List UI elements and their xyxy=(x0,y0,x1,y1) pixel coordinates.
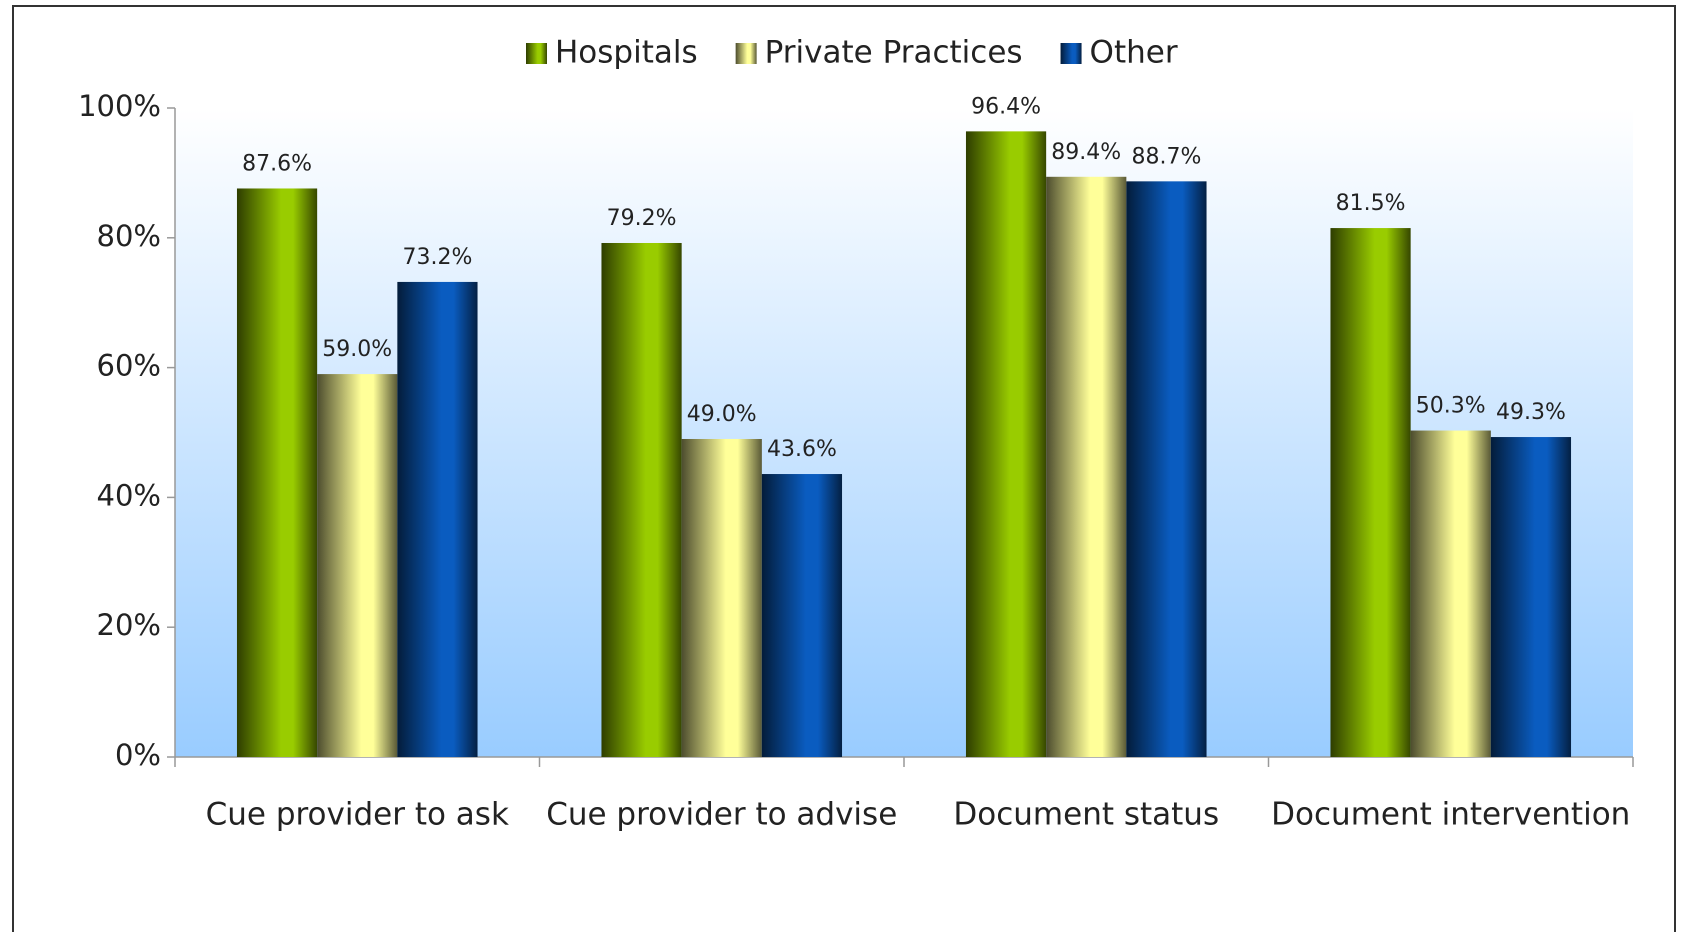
data-label: 96.4% xyxy=(971,94,1041,119)
data-label: 73.2% xyxy=(402,245,472,270)
y-tick-label: 0% xyxy=(115,738,161,772)
data-label: 50.3% xyxy=(1416,394,1486,419)
y-tick-label: 60% xyxy=(97,349,161,383)
y-tick-label: 80% xyxy=(97,219,161,253)
data-label: 79.2% xyxy=(607,206,677,231)
bar xyxy=(1490,437,1572,757)
legend-label: Private Practices xyxy=(765,35,1023,71)
bar xyxy=(761,474,843,757)
bar xyxy=(601,242,682,757)
legend-label: Other xyxy=(1090,35,1178,71)
data-label: 81.5% xyxy=(1336,191,1406,216)
bar xyxy=(1330,228,1411,757)
data-label: 89.4% xyxy=(1051,140,1121,165)
x-tick-label: Cue provider to ask xyxy=(206,797,509,833)
y-tick-label: 100% xyxy=(78,89,161,123)
y-tick-label: 20% xyxy=(97,608,161,642)
x-tick-label: Document intervention xyxy=(1271,797,1630,833)
bar xyxy=(236,188,318,757)
legend-swatch xyxy=(735,43,757,64)
legend-swatch xyxy=(526,43,547,64)
data-label: 49.3% xyxy=(1496,400,1566,425)
legend: Hospitals Private Practices Other xyxy=(526,35,1178,71)
data-label: 88.7% xyxy=(1131,144,1201,169)
bar xyxy=(965,131,1047,757)
frame xyxy=(12,5,1676,932)
bar xyxy=(317,374,398,757)
bar xyxy=(397,281,478,757)
data-label: 59.0% xyxy=(322,337,392,362)
data-label: 49.0% xyxy=(687,402,757,427)
legend-label: Hospitals xyxy=(555,35,698,71)
y-tick-label: 40% xyxy=(97,478,161,512)
bar xyxy=(681,438,762,757)
bar xyxy=(1046,176,1127,757)
data-label: 43.6% xyxy=(767,437,837,462)
bar xyxy=(1410,430,1491,757)
x-tick-label: Cue provider to advise xyxy=(546,797,897,833)
data-label: 87.6% xyxy=(242,151,312,176)
bar xyxy=(1126,181,1207,757)
legend-swatch xyxy=(1060,43,1082,64)
x-tick-label: Document status xyxy=(953,797,1219,833)
